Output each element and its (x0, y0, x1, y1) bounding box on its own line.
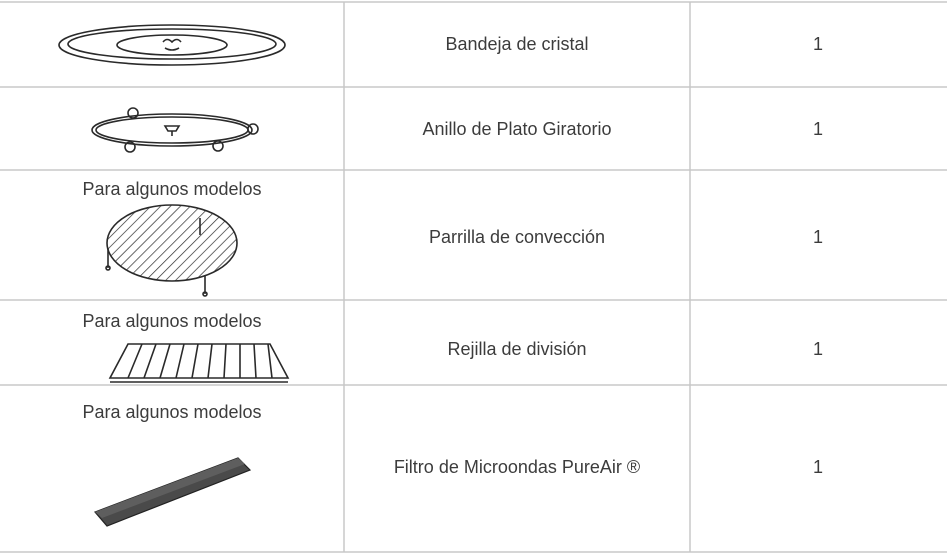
divider-rack-icon (108, 343, 290, 383)
item-note: Para algunos modelos (82, 311, 261, 331)
item-name: Anillo de Plato Giratorio (422, 119, 611, 139)
item-name: Bandeja de cristal (445, 34, 588, 54)
item-quantity: 1 (813, 227, 823, 247)
item-quantity: 1 (813, 457, 823, 477)
turntable-ring-icon (91, 107, 259, 153)
item-name: Filtro de Microondas PureAir ® (394, 457, 640, 477)
item-quantity: 1 (813, 119, 823, 139)
glass-tray-icon (58, 24, 286, 66)
item-note: Para algunos modelos (82, 402, 261, 422)
item-note: Para algunos modelos (82, 179, 261, 199)
item-name: Parrilla de convección (429, 227, 605, 247)
item-name: Rejilla de división (447, 339, 586, 359)
item-quantity: 1 (813, 339, 823, 359)
convection-grill-icon (105, 204, 238, 297)
item-quantity: 1 (813, 34, 823, 54)
pureair-filter-icon (93, 457, 252, 527)
